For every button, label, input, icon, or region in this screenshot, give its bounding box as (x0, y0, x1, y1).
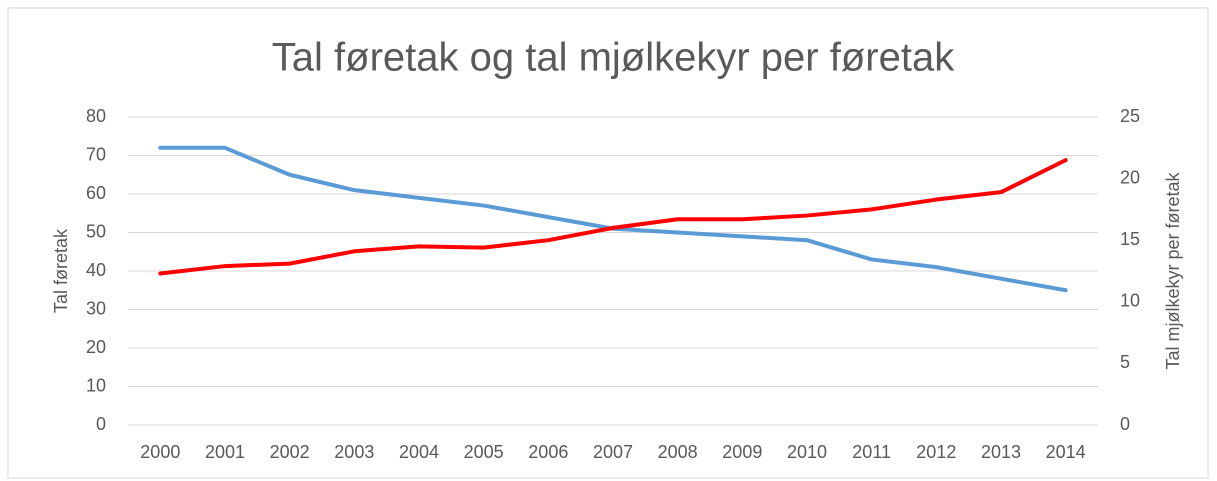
series-line (158, 158, 1068, 276)
y2-tick-label: 20 (1120, 167, 1140, 187)
y-tick-label: 50 (86, 221, 106, 241)
y-tick-label: 10 (86, 375, 106, 395)
y-tick-label: 40 (86, 260, 106, 280)
y2-axis-label: Tal mjølkekyr per føretak (1163, 171, 1183, 369)
x-tick-label: 2004 (399, 442, 439, 462)
x-tick-label: 2014 (1046, 442, 1086, 462)
y-tick-label: 20 (86, 337, 106, 357)
x-tick-label: 2005 (464, 442, 504, 462)
y2-tick-label: 15 (1120, 229, 1140, 249)
y-tick-label: 0 (96, 414, 106, 434)
x-tick-label: 2006 (528, 442, 568, 462)
x-tick-label: 2009 (722, 442, 762, 462)
x-tick-label: 2007 (593, 442, 633, 462)
x-tick-label: 2003 (334, 442, 374, 462)
y-tick-label: 70 (86, 144, 106, 164)
y2-tick-label: 10 (1120, 291, 1140, 311)
chart-border (7, 7, 1209, 479)
y-axis-label: Tal føretak (51, 228, 71, 313)
x-tick-label: 2002 (270, 442, 310, 462)
y-tick-label: 80 (86, 106, 106, 126)
y-tick-label: 30 (86, 298, 106, 318)
y-tick-label: 60 (86, 183, 106, 203)
chart-title: Tal føretak og tal mjølkekyr per føretak (272, 36, 955, 80)
x-tick-label: 2013 (981, 442, 1021, 462)
y2-tick-label: 0 (1120, 414, 1130, 434)
x-tick-label: 2008 (658, 442, 698, 462)
x-tick-label: 2001 (205, 442, 245, 462)
y2-tick-label: 25 (1120, 106, 1140, 126)
x-tick-label: 2012 (916, 442, 956, 462)
x-tick-label: 2011 (852, 442, 891, 462)
y2-tick-label: 5 (1120, 352, 1130, 372)
x-tick-label: 2000 (140, 442, 180, 462)
x-tick-label: 2010 (787, 442, 827, 462)
